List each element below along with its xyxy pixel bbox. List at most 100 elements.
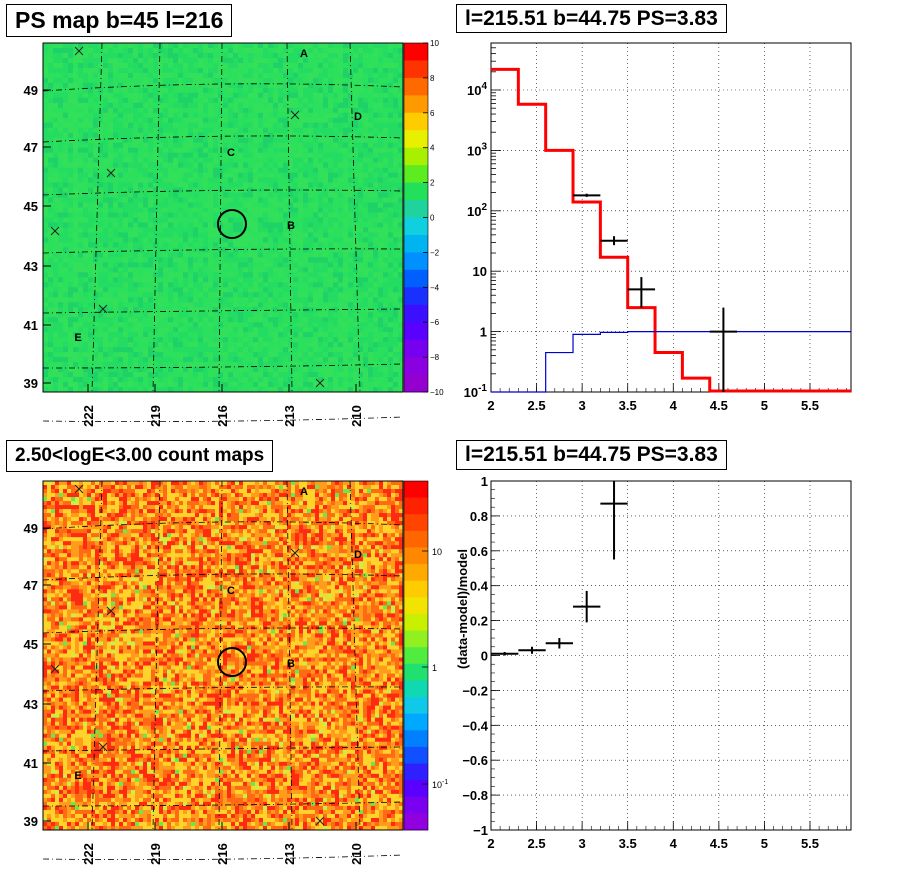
map-cell bbox=[108, 197, 114, 203]
map-cell bbox=[263, 222, 269, 228]
map-cell bbox=[203, 192, 209, 198]
map-cell bbox=[298, 137, 304, 144]
map-cell bbox=[118, 342, 124, 348]
map-cell bbox=[63, 62, 69, 69]
map-cell bbox=[113, 377, 119, 383]
map-cell bbox=[208, 317, 214, 323]
map-cell bbox=[213, 267, 219, 273]
map-cell bbox=[368, 177, 374, 183]
map-cell bbox=[373, 112, 379, 119]
map-cell bbox=[198, 62, 204, 69]
map-cell bbox=[118, 62, 124, 69]
map-cell bbox=[283, 92, 289, 99]
map-cell bbox=[273, 47, 279, 54]
map-cell bbox=[348, 137, 354, 144]
map-cell bbox=[118, 312, 124, 318]
map-cell bbox=[43, 382, 49, 388]
map-cell bbox=[163, 167, 169, 174]
map-cell bbox=[338, 92, 344, 99]
map-cell bbox=[383, 312, 389, 318]
map-cell bbox=[348, 332, 354, 338]
map-cell bbox=[363, 177, 369, 183]
map-cell bbox=[123, 127, 129, 134]
map-cell bbox=[338, 77, 344, 84]
map-cell bbox=[113, 207, 119, 213]
map-cell bbox=[158, 302, 164, 308]
map-cell bbox=[133, 187, 139, 193]
map-cell bbox=[243, 72, 249, 79]
map-cell bbox=[298, 72, 304, 79]
map-cell bbox=[153, 347, 159, 353]
map-cell bbox=[378, 212, 384, 218]
map-cell bbox=[63, 167, 69, 174]
map-cell bbox=[173, 332, 179, 338]
map-cell bbox=[68, 152, 74, 159]
map-cell bbox=[358, 257, 364, 263]
map-cell bbox=[348, 297, 354, 303]
map-cell bbox=[383, 112, 389, 119]
map-cell bbox=[83, 267, 89, 273]
map-cell bbox=[138, 382, 144, 388]
map-cell bbox=[68, 162, 74, 169]
map-cell bbox=[258, 347, 264, 353]
map-cell bbox=[333, 152, 339, 159]
map-cell bbox=[183, 67, 189, 74]
map-cell bbox=[108, 322, 114, 328]
map-cell bbox=[88, 177, 94, 183]
map-cell bbox=[238, 142, 244, 149]
map-cell bbox=[53, 157, 59, 164]
map-cell bbox=[388, 322, 394, 328]
map-cell bbox=[148, 102, 154, 109]
map-cell bbox=[108, 57, 114, 64]
map-cell bbox=[98, 102, 104, 109]
map-cell bbox=[298, 157, 304, 164]
map-cell bbox=[63, 162, 69, 169]
map-cell bbox=[118, 137, 124, 144]
map-cell bbox=[78, 377, 84, 383]
map-cell bbox=[118, 187, 124, 193]
map-cell bbox=[208, 207, 214, 213]
map-cell bbox=[153, 327, 159, 333]
map-cell bbox=[53, 242, 59, 248]
map-cell bbox=[368, 267, 374, 273]
map-cell bbox=[158, 332, 164, 338]
map-cell bbox=[378, 357, 384, 363]
map-cell bbox=[103, 337, 109, 343]
map-cell bbox=[163, 82, 169, 89]
map-cell bbox=[273, 237, 279, 243]
map-cell bbox=[358, 137, 364, 144]
map-cell bbox=[343, 347, 349, 353]
map-cell bbox=[328, 357, 334, 363]
map-cell bbox=[78, 252, 84, 258]
map-cell bbox=[83, 317, 89, 323]
map-cell bbox=[128, 97, 134, 104]
map-cell bbox=[193, 52, 199, 59]
map-cell bbox=[193, 377, 199, 383]
map-cell bbox=[308, 317, 314, 323]
map-cell bbox=[298, 132, 304, 139]
map-cell bbox=[113, 43, 119, 49]
map-cell bbox=[73, 43, 79, 49]
map-cell bbox=[128, 357, 134, 363]
map-cell bbox=[93, 52, 99, 59]
map-cell bbox=[203, 47, 209, 54]
map-cell bbox=[388, 282, 394, 288]
map-cell bbox=[248, 117, 254, 124]
map-cell bbox=[383, 47, 389, 54]
map-cell bbox=[358, 342, 364, 348]
map-cell bbox=[338, 52, 344, 59]
map-cell bbox=[233, 242, 239, 248]
map-cell bbox=[343, 127, 349, 134]
map-cell bbox=[118, 227, 124, 233]
map-cell bbox=[133, 102, 139, 109]
map-cell bbox=[243, 127, 249, 134]
map-cell bbox=[248, 62, 254, 69]
map-cell bbox=[313, 72, 319, 79]
map-cell bbox=[123, 282, 129, 288]
map-cell bbox=[328, 147, 334, 154]
map-cell bbox=[138, 107, 144, 114]
map-cell bbox=[233, 287, 239, 293]
map-cell bbox=[203, 342, 209, 348]
map-cell bbox=[158, 367, 164, 373]
map-cell bbox=[198, 227, 204, 233]
